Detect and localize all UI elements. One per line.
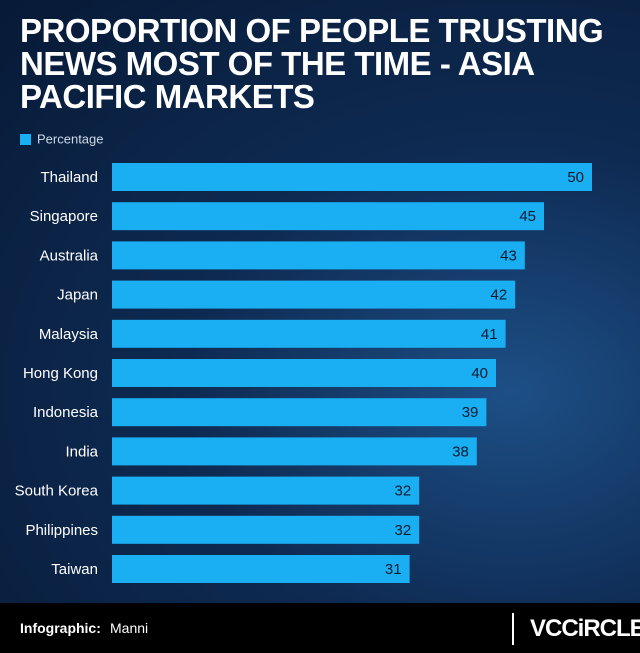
- y-tick-label: Hong Kong: [23, 365, 98, 382]
- bar: [112, 359, 496, 387]
- bar: [112, 398, 487, 427]
- credit-label: Infographic:: [20, 620, 101, 636]
- bar: [112, 241, 525, 270]
- value-label: 45: [519, 208, 536, 225]
- y-tick-label: Thailand: [40, 169, 98, 186]
- value-label: 41: [481, 326, 498, 343]
- y-tick-label: Indonesia: [33, 404, 99, 421]
- y-tick-label: Malaysia: [39, 326, 99, 343]
- separator: [512, 613, 514, 645]
- credit-name: Manni: [110, 620, 149, 636]
- footer: Infographic: Manni VCCiRCLE: [0, 603, 640, 653]
- value-label: 38: [452, 443, 469, 460]
- y-tick-label: Taiwan: [51, 561, 98, 578]
- chart-title: PROPORTION OF PEOPLE TRUSTING NEWS MOST …: [20, 12, 604, 115]
- bar: [112, 555, 410, 583]
- bar: [112, 476, 420, 505]
- chart: Percentage Thailand 50 Singapore 45 Australia…: [15, 131, 592, 583]
- y-tick-label: Japan: [57, 287, 98, 304]
- value-label: 31: [385, 561, 402, 578]
- y-tick-label: Philippines: [25, 522, 98, 539]
- value-label: 40: [471, 365, 488, 382]
- bar: [112, 515, 420, 544]
- logo: VCCiRCLE: [530, 615, 640, 642]
- y-tick-label: South Korea: [15, 483, 99, 500]
- bar: [112, 319, 506, 348]
- bar: [112, 163, 592, 191]
- value-label: 39: [462, 404, 479, 421]
- y-tick-label: India: [65, 443, 98, 460]
- value-label: 50: [567, 169, 584, 186]
- y-tick-label: Australia: [40, 247, 99, 264]
- bar: [112, 202, 544, 231]
- legend-swatch: [20, 134, 31, 145]
- value-label: 32: [395, 522, 412, 539]
- value-label: 42: [491, 287, 508, 304]
- bar: [112, 437, 477, 466]
- value-label: 32: [395, 483, 412, 500]
- legend-label: Percentage: [37, 131, 104, 146]
- bar: [112, 280, 516, 309]
- y-tick-label: Singapore: [30, 208, 98, 225]
- value-label: 43: [500, 247, 517, 264]
